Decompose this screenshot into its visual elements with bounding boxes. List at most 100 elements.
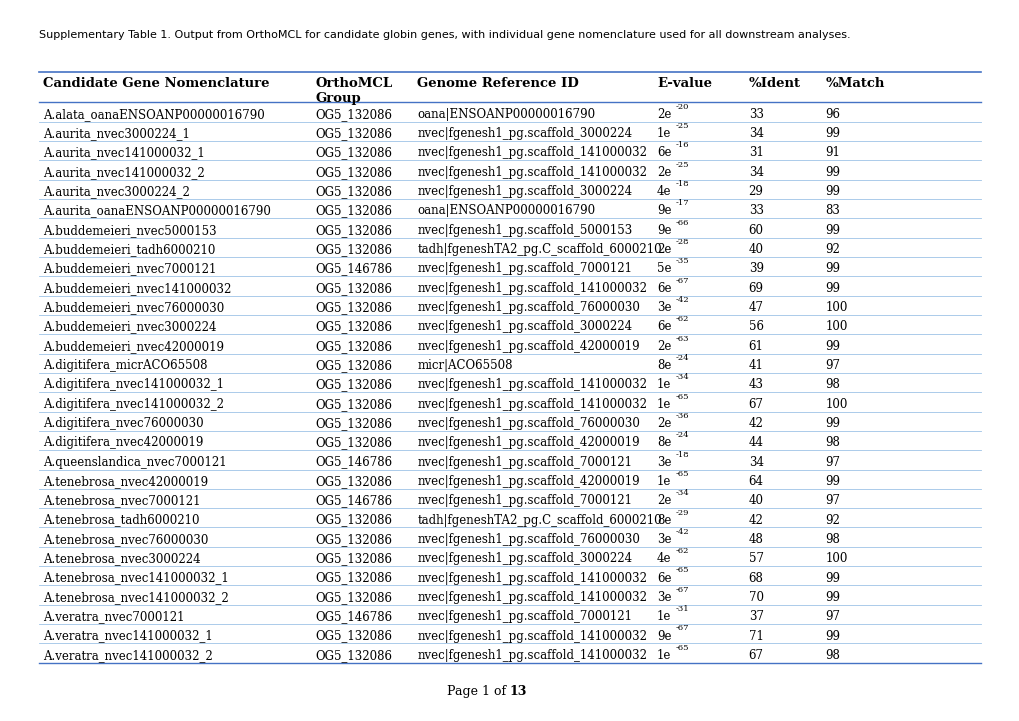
Text: A.queenslandica_nvec7000121: A.queenslandica_nvec7000121 xyxy=(43,456,226,469)
Text: 3e: 3e xyxy=(656,456,671,469)
Text: 4e: 4e xyxy=(656,185,671,198)
Text: 61: 61 xyxy=(748,340,763,353)
Text: Candidate Gene Nomenclature: Candidate Gene Nomenclature xyxy=(43,77,269,90)
Text: A.buddemeieri_nvec7000121: A.buddemeieri_nvec7000121 xyxy=(43,262,216,275)
Text: 6e: 6e xyxy=(656,146,671,159)
Text: A.digitifera_micrACO65508: A.digitifera_micrACO65508 xyxy=(43,359,207,372)
Text: A.alata_oanaENSOANP00000016790: A.alata_oanaENSOANP00000016790 xyxy=(43,108,264,121)
Text: 39: 39 xyxy=(748,262,763,275)
Text: OG5_132086: OG5_132086 xyxy=(315,127,391,140)
Text: A.tenebrosa_nvec141000032_1: A.tenebrosa_nvec141000032_1 xyxy=(43,572,228,585)
Text: A.buddemeieri_nvec42000019: A.buddemeieri_nvec42000019 xyxy=(43,340,223,353)
Text: -34: -34 xyxy=(675,490,688,497)
Text: OG5_132086: OG5_132086 xyxy=(315,513,391,526)
Text: A.buddemeieri_nvec141000032: A.buddemeieri_nvec141000032 xyxy=(43,282,231,295)
Text: OG5_132086: OG5_132086 xyxy=(315,224,391,236)
Text: -18: -18 xyxy=(675,451,688,459)
Text: -28: -28 xyxy=(675,238,688,246)
Text: OG5_146786: OG5_146786 xyxy=(315,262,392,275)
Text: 29: 29 xyxy=(748,185,763,198)
Text: OG5_132086: OG5_132086 xyxy=(315,572,391,585)
Text: 97: 97 xyxy=(824,456,840,469)
Text: 99: 99 xyxy=(824,185,840,198)
Text: OG5_132086: OG5_132086 xyxy=(315,436,391,449)
Text: 8e: 8e xyxy=(656,436,671,449)
Text: 57: 57 xyxy=(748,552,763,565)
Text: 6e: 6e xyxy=(656,320,671,333)
Text: 9e: 9e xyxy=(656,629,671,642)
Text: A.digitifera_nvec141000032_1: A.digitifera_nvec141000032_1 xyxy=(43,379,223,392)
Text: -62: -62 xyxy=(675,315,688,323)
Text: 41: 41 xyxy=(748,359,763,372)
Text: 98: 98 xyxy=(824,533,840,546)
Text: A.tenebrosa_tadh6000210: A.tenebrosa_tadh6000210 xyxy=(43,513,199,526)
Text: 67: 67 xyxy=(748,649,763,662)
Text: 98: 98 xyxy=(824,649,840,662)
Text: nvec|fgenesh1_pg.scaffold_3000224: nvec|fgenesh1_pg.scaffold_3000224 xyxy=(417,320,632,333)
Text: %Match: %Match xyxy=(824,77,883,90)
Text: 40: 40 xyxy=(748,495,763,508)
Text: nvec|fgenesh1_pg.scaffold_7000121: nvec|fgenesh1_pg.scaffold_7000121 xyxy=(417,495,632,508)
Text: nvec|fgenesh1_pg.scaffold_141000032: nvec|fgenesh1_pg.scaffold_141000032 xyxy=(417,398,646,411)
Text: 33: 33 xyxy=(748,205,763,218)
Text: 5e: 5e xyxy=(656,262,671,275)
Text: -65: -65 xyxy=(675,393,688,401)
Text: OG5_132086: OG5_132086 xyxy=(315,629,391,642)
Text: nvec|fgenesh1_pg.scaffold_141000032: nvec|fgenesh1_pg.scaffold_141000032 xyxy=(417,572,646,585)
Text: tadh|fgeneshTA2_pg.C_scaffold_6000210: tadh|fgeneshTA2_pg.C_scaffold_6000210 xyxy=(417,243,661,256)
Text: 34: 34 xyxy=(748,127,763,140)
Text: nvec|fgenesh1_pg.scaffold_42000019: nvec|fgenesh1_pg.scaffold_42000019 xyxy=(417,475,639,488)
Text: OG5_132086: OG5_132086 xyxy=(315,205,391,218)
Text: OG5_146786: OG5_146786 xyxy=(315,456,392,469)
Text: -20: -20 xyxy=(675,103,688,111)
Text: OG5_132086: OG5_132086 xyxy=(315,166,391,179)
Text: -24: -24 xyxy=(675,354,688,362)
Text: OG5_146786: OG5_146786 xyxy=(315,610,392,623)
Text: -29: -29 xyxy=(675,508,688,516)
Text: nvec|fgenesh1_pg.scaffold_3000224: nvec|fgenesh1_pg.scaffold_3000224 xyxy=(417,552,632,565)
Text: 92: 92 xyxy=(824,243,840,256)
Text: E-value: E-value xyxy=(656,77,711,90)
Text: A.buddemeieri_nvec5000153: A.buddemeieri_nvec5000153 xyxy=(43,224,216,236)
Text: 1e: 1e xyxy=(656,127,671,140)
Text: 97: 97 xyxy=(824,495,840,508)
Text: 3e: 3e xyxy=(656,591,671,604)
Text: 99: 99 xyxy=(824,475,840,488)
Text: 34: 34 xyxy=(748,166,763,179)
Text: A.veratra_nvec141000032_2: A.veratra_nvec141000032_2 xyxy=(43,649,212,662)
Text: -25: -25 xyxy=(675,122,688,130)
Text: nvec|fgenesh1_pg.scaffold_141000032: nvec|fgenesh1_pg.scaffold_141000032 xyxy=(417,649,646,662)
Text: 37: 37 xyxy=(748,610,763,623)
Text: 83: 83 xyxy=(824,205,840,218)
Text: 91: 91 xyxy=(824,146,840,159)
Text: nvec|fgenesh1_pg.scaffold_141000032: nvec|fgenesh1_pg.scaffold_141000032 xyxy=(417,379,646,392)
Text: nvec|fgenesh1_pg.scaffold_7000121: nvec|fgenesh1_pg.scaffold_7000121 xyxy=(417,610,632,623)
Text: nvec|fgenesh1_pg.scaffold_7000121: nvec|fgenesh1_pg.scaffold_7000121 xyxy=(417,456,632,469)
Text: A.veratra_nvec141000032_1: A.veratra_nvec141000032_1 xyxy=(43,629,212,642)
Text: 2e: 2e xyxy=(656,340,671,353)
Text: 56: 56 xyxy=(748,320,763,333)
Text: 9e: 9e xyxy=(656,205,671,218)
Text: -66: -66 xyxy=(675,218,688,226)
Text: A.aurita_nvec3000224_2: A.aurita_nvec3000224_2 xyxy=(43,185,190,198)
Text: OG5_132086: OG5_132086 xyxy=(315,108,391,121)
Text: -67: -67 xyxy=(675,624,688,632)
Text: -65: -65 xyxy=(675,567,688,575)
Text: 100: 100 xyxy=(824,320,847,333)
Text: 8e: 8e xyxy=(656,359,671,372)
Text: 98: 98 xyxy=(824,379,840,392)
Text: OG5_132086: OG5_132086 xyxy=(315,340,391,353)
Text: A.veratra_nvec7000121: A.veratra_nvec7000121 xyxy=(43,610,184,623)
Text: OG5_132086: OG5_132086 xyxy=(315,649,391,662)
Text: OG5_132086: OG5_132086 xyxy=(315,533,391,546)
Text: 1e: 1e xyxy=(656,610,671,623)
Text: OG5_132086: OG5_132086 xyxy=(315,185,391,198)
Text: nvec|fgenesh1_pg.scaffold_141000032: nvec|fgenesh1_pg.scaffold_141000032 xyxy=(417,166,646,179)
Text: 99: 99 xyxy=(824,127,840,140)
Text: OG5_132086: OG5_132086 xyxy=(315,146,391,159)
Text: 6e: 6e xyxy=(656,282,671,295)
Text: OG5_132086: OG5_132086 xyxy=(315,282,391,295)
Text: 1e: 1e xyxy=(656,475,671,488)
Text: 40: 40 xyxy=(748,243,763,256)
Text: 8e: 8e xyxy=(656,513,671,526)
